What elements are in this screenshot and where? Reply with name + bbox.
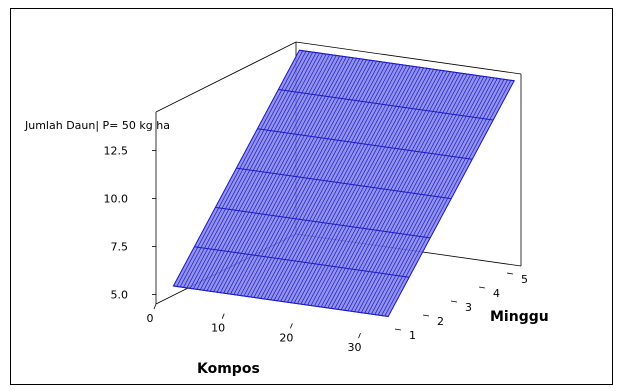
z-tick-label: 12.5 (104, 144, 129, 157)
surface-gridline-y (257, 128, 473, 160)
x-tick-mark (221, 313, 225, 319)
x-tick-label: 10 (211, 322, 225, 335)
surface-mesh (172, 49, 515, 318)
box-edge-top-right (295, 41, 522, 75)
x-tick-label: 20 (279, 331, 293, 344)
chart-frame: 5.0 7.5 10.0 12.5 0 10 20 30 1 2 3 4 5 Jumlah Daun| … (10, 8, 613, 385)
y-tick-label: 1 (409, 329, 416, 342)
x-tick-label: 30 (348, 341, 362, 354)
surface-gridline-y (299, 49, 515, 82)
axis-ticks: 5.0 7.5 10.0 12.5 0 10 20 30 1 2 3 4 5 (104, 144, 529, 354)
y-tick-mark (422, 314, 430, 317)
y-tick-mark (394, 328, 402, 331)
x-axis-title: Kompos (197, 361, 260, 377)
x-tick-mark (153, 303, 157, 310)
z-tick-label: 5.0 (111, 288, 129, 301)
surface-gridline-y (194, 246, 410, 278)
surface-plot: 5.0 7.5 10.0 12.5 0 10 20 30 1 2 3 4 5 Jumlah Daun| … (24, 41, 549, 377)
y-tick-label: 5 (521, 273, 528, 286)
y-tick-mark (478, 286, 486, 289)
surface-gridline-y (173, 285, 389, 317)
y-tick-label: 4 (493, 287, 500, 300)
y-tick-mark (506, 272, 514, 275)
y-tick-mark (450, 300, 458, 303)
z-axis-label: Jumlah Daun| P= 50 kg ha (24, 119, 170, 132)
box-edge-top-left (155, 41, 297, 113)
y-axis-title: Minggu (490, 309, 549, 325)
surface-gridline-y (278, 89, 494, 121)
surface-gridline-y (236, 167, 452, 200)
y-tick-label: 2 (437, 315, 444, 328)
z-tick-label: 7.5 (111, 240, 129, 253)
x-tick-mark (290, 323, 293, 329)
surface-gridline-y (215, 206, 431, 239)
x-tick-label: 0 (147, 312, 154, 325)
y-tick-label: 3 (465, 301, 472, 314)
x-tick-mark (358, 332, 361, 339)
z-tick-label: 10.0 (104, 192, 129, 205)
